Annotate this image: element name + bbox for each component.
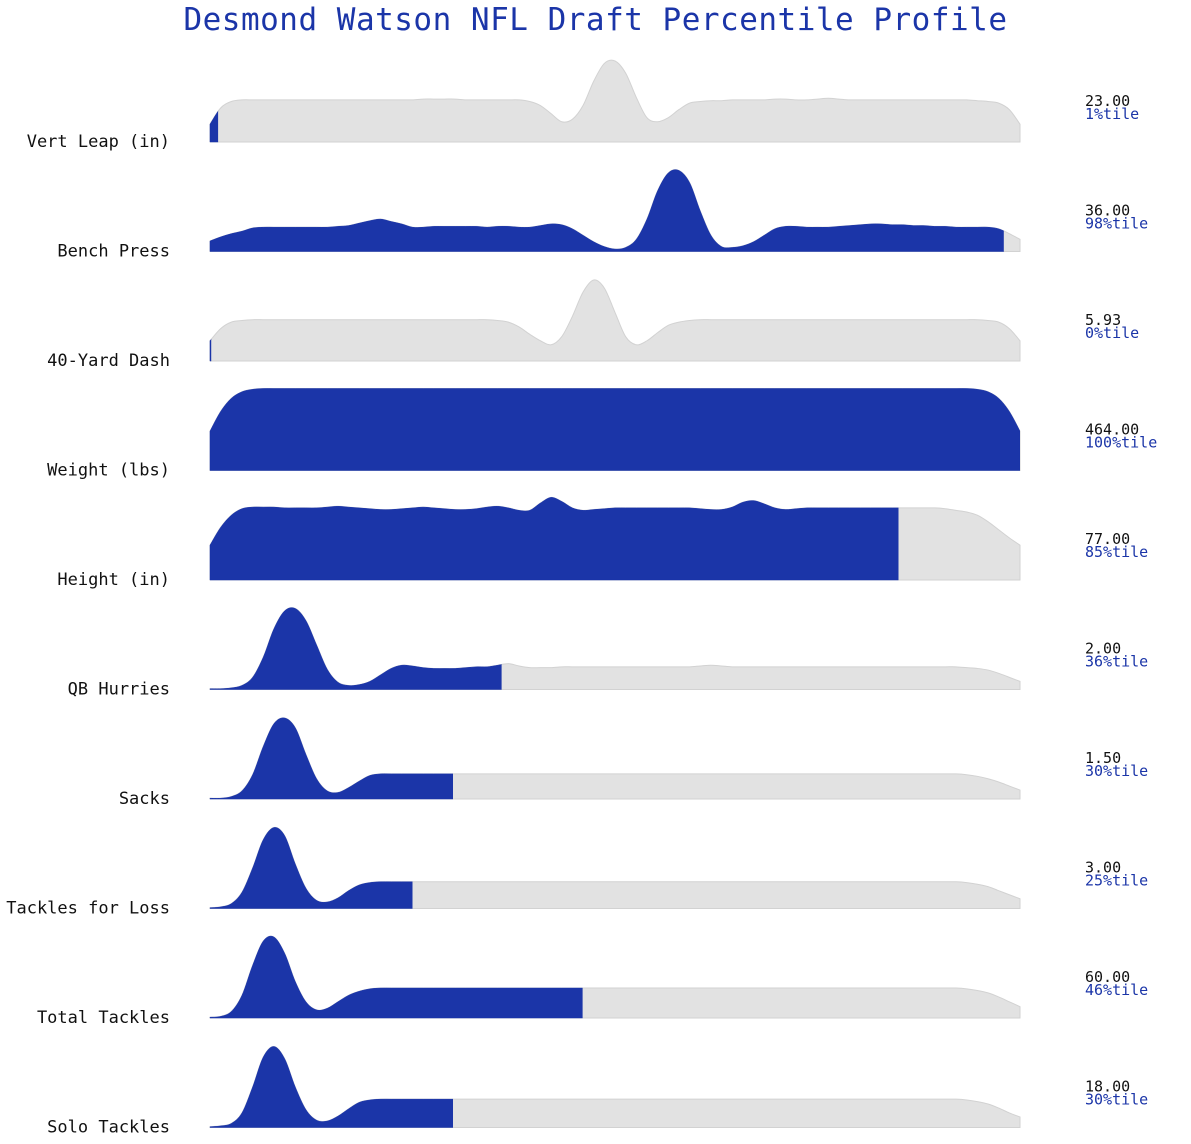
row-label: Total Tackles bbox=[37, 1008, 170, 1028]
percentile-fill bbox=[209, 110, 219, 143]
distribution-area bbox=[209, 1046, 1021, 1128]
percentile-label: 30%tile bbox=[1085, 762, 1148, 780]
value-label: 60.00 bbox=[1085, 968, 1130, 986]
row-label: Solo Tackles bbox=[47, 1118, 170, 1138]
percentile-fill bbox=[209, 169, 1004, 252]
percentile-label: 0%tile bbox=[1085, 324, 1139, 342]
percentile-label: 30%tile bbox=[1085, 1091, 1148, 1109]
percentile-fill bbox=[209, 1046, 453, 1128]
row-label: Weight (lbs) bbox=[47, 461, 170, 481]
row-label: 40-Yard Dash bbox=[47, 351, 170, 371]
value-label: 3.00 bbox=[1085, 859, 1121, 877]
ridge-row: Vert Leap (in) 23.001%tile bbox=[27, 59, 1139, 152]
percentile-label: 36%tile bbox=[1085, 653, 1148, 671]
distribution-area bbox=[209, 826, 1021, 909]
row-label: Sacks bbox=[119, 789, 170, 809]
chart-rows: Vert Leap (in) 23.001%tile Bench Press 36.0… bbox=[6, 59, 1157, 1138]
row-label: Vert Leap (in) bbox=[27, 132, 170, 152]
value-label: 18.00 bbox=[1085, 1078, 1130, 1096]
distribution-area bbox=[209, 279, 1021, 362]
value-label: 77.00 bbox=[1085, 530, 1130, 548]
value-label: 2.00 bbox=[1085, 640, 1121, 658]
distribution-area bbox=[209, 717, 1021, 800]
percentile-fill bbox=[209, 388, 1020, 471]
percentile-fill bbox=[209, 497, 899, 581]
row-label: QB Hurries bbox=[68, 680, 170, 700]
value-label: 1.50 bbox=[1085, 749, 1121, 767]
distribution-area bbox=[209, 59, 1021, 143]
percentile-label: 85%tile bbox=[1085, 543, 1148, 561]
percentile-label: 46%tile bbox=[1085, 981, 1148, 999]
percentile-label: 1%tile bbox=[1085, 105, 1139, 123]
percentile-fill bbox=[209, 338, 212, 362]
row-label: Tackles for Loss bbox=[6, 899, 170, 919]
percentile-fill bbox=[209, 717, 453, 800]
percentile-fill bbox=[209, 607, 502, 690]
percentile-label: 25%tile bbox=[1085, 872, 1148, 890]
percentile-label: 100%tile bbox=[1085, 434, 1157, 452]
value-label: 23.00 bbox=[1085, 92, 1130, 110]
value-label: 36.00 bbox=[1085, 202, 1130, 220]
percentile-label: 98%tile bbox=[1085, 215, 1148, 233]
row-label: Bench Press bbox=[57, 242, 170, 262]
chart-title: Desmond Watson NFL Draft Percentile Prof… bbox=[183, 2, 1008, 38]
value-label: 464.00 bbox=[1085, 421, 1139, 439]
value-label: 5.93 bbox=[1085, 311, 1121, 329]
percentile-fill bbox=[209, 935, 583, 1019]
row-label: Height (in) bbox=[57, 570, 170, 590]
ridge-row: 40-Yard Dash 5.930%tile bbox=[47, 279, 1139, 371]
percentile-fill bbox=[209, 827, 413, 909]
